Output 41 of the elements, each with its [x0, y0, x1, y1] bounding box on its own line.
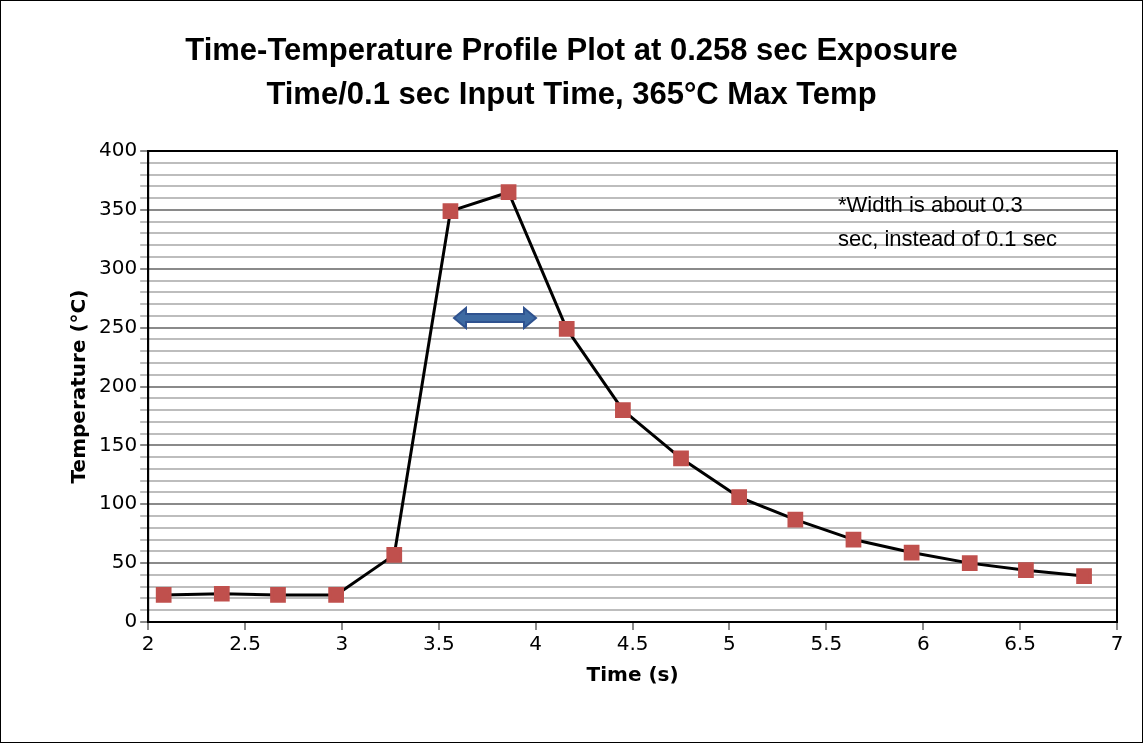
y-tick-label: 200 — [98, 372, 138, 397]
y-tick-label: 400 — [98, 137, 138, 162]
point — [845, 531, 862, 548]
point — [442, 203, 459, 219]
x-tick-label: 3 — [335, 631, 349, 656]
x-tick-label: 7 — [1110, 631, 1124, 656]
x-tick-label: 2.5 — [229, 631, 261, 656]
chart-title: Time-Temperature Profile Plot at 0.258 sec Exposure Time/0.1 sec Input Time, 365°C Max Temp — [184, 31, 959, 113]
x-axis-title: Time (s) — [586, 662, 679, 687]
annotation: *Width is about 0.3 sec, instead of 0.1 sec — [838, 191, 1058, 253]
point — [673, 450, 689, 467]
point — [155, 587, 172, 603]
point — [270, 587, 286, 603]
point — [903, 544, 920, 561]
y-tick-label: 100 — [98, 490, 138, 515]
x-tick-label: 3.5 — [422, 631, 455, 656]
point — [787, 511, 804, 528]
x-tick-label: 4 — [529, 631, 543, 656]
y-tick-label: 50 — [111, 549, 138, 574]
point — [558, 320, 575, 337]
point — [961, 555, 978, 571]
point — [731, 489, 748, 506]
y-tick-label: 350 — [98, 196, 138, 221]
point — [615, 402, 631, 418]
point — [386, 547, 403, 563]
point — [1076, 568, 1092, 584]
x-tick-label: 4.5 — [616, 631, 649, 656]
x-tick-label: 5.5 — [810, 631, 843, 656]
point — [500, 184, 517, 201]
y-axis-title: Temperature (°C) — [66, 289, 91, 484]
x-tick-label: 2 — [141, 631, 155, 656]
y-tick-label: 0 — [124, 608, 138, 633]
x-tick-label: 6 — [916, 631, 930, 656]
point — [1018, 562, 1034, 579]
y-tick-label: 150 — [98, 431, 138, 456]
x-tick-label: 5 — [723, 631, 736, 656]
x-tick-label: 6.5 — [1004, 631, 1037, 656]
y-tick-label: 250 — [98, 313, 138, 338]
point — [328, 587, 344, 603]
point — [213, 585, 230, 602]
y-tick-label: 300 — [98, 254, 138, 279]
